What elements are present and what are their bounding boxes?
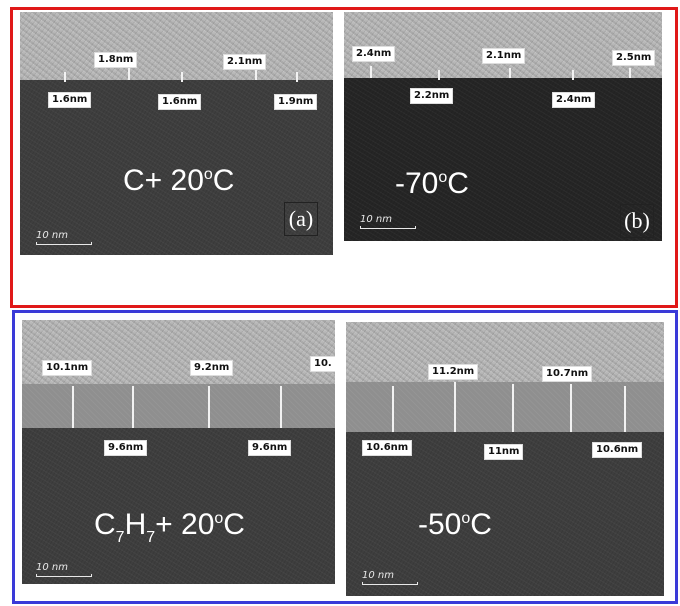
scale-text: 10 nm <box>360 214 392 225</box>
thickness-label: 2.1nm <box>223 54 267 70</box>
condition-text: + 20 <box>155 508 215 541</box>
condition-text: C+ 20 <box>123 164 204 197</box>
thickness-marker <box>128 66 130 80</box>
tem-panel-d: 11.2nm 10.7nm 10.6nm 11nm 10.6nm -50oC 1… <box>346 322 664 596</box>
scale-bar: 10 nm <box>362 570 418 585</box>
thickness-label: 11nm <box>484 444 524 460</box>
top-group-frame <box>10 7 678 308</box>
thickness-marker <box>132 386 134 428</box>
thickness-label: 9.2nm <box>190 360 234 376</box>
thickness-label: 1.6nm <box>48 92 92 108</box>
scale-bar: 10 nm <box>360 214 416 229</box>
thickness-marker <box>392 386 394 432</box>
panel-letter: (b) <box>620 204 654 238</box>
condition-text: -70 <box>395 167 439 200</box>
tem-panel-b: 2.4nm 2.1nm 2.5nm 2.2nm 2.4nm -70oC (b) … <box>344 12 662 241</box>
thickness-marker <box>438 70 440 80</box>
amorphous-layer <box>344 12 662 78</box>
unit-text: C <box>212 164 235 197</box>
formula-subscript: 7 <box>146 529 156 546</box>
thickness-marker <box>629 68 631 78</box>
condition-label: -70oC <box>395 167 469 201</box>
damaged-layer <box>22 384 335 428</box>
thickness-label: 2.2nm <box>410 88 454 104</box>
condition-text: -50 <box>418 508 462 541</box>
formula-hydrogen: H <box>124 508 147 541</box>
thickness-label: 1.8nm <box>94 52 138 68</box>
thickness-label: 2.1nm <box>482 48 526 64</box>
thickness-marker <box>454 382 456 432</box>
degree-symbol: o <box>461 510 471 527</box>
amorphous-layer <box>346 322 664 382</box>
thickness-marker <box>570 384 572 432</box>
scale-text: 10 nm <box>362 570 394 581</box>
unit-text: C <box>223 508 245 541</box>
condition-label: C7H7+ 20oC <box>94 508 245 546</box>
thickness-label: 10.1nm <box>42 360 93 376</box>
substrate-layer <box>344 78 662 241</box>
unit-text: C <box>447 167 469 200</box>
bottom-group-frame <box>12 310 678 604</box>
thickness-marker <box>296 72 298 82</box>
thickness-marker <box>572 70 574 80</box>
thickness-label: 9.6nm <box>104 440 148 456</box>
amorphous-layer <box>20 12 333 80</box>
thickness-label: 9.6nm <box>248 440 292 456</box>
formula-subscript: 7 <box>115 529 125 546</box>
degree-symbol: o <box>214 510 224 527</box>
thickness-marker <box>370 66 372 78</box>
thickness-marker <box>280 386 282 428</box>
thickness-label: 1.6nm <box>158 94 202 110</box>
thickness-label: 10. <box>310 356 335 372</box>
thickness-marker <box>64 72 66 82</box>
thickness-marker <box>509 68 511 78</box>
thickness-marker <box>255 68 257 80</box>
degree-symbol: o <box>203 166 213 183</box>
thickness-marker <box>512 384 514 432</box>
thickness-marker <box>624 386 626 432</box>
scale-bar: 10 nm <box>36 230 92 245</box>
thickness-label: 2.4nm <box>552 92 596 108</box>
thickness-label: 10.6nm <box>592 442 643 458</box>
thickness-label: 10.6nm <box>362 440 413 456</box>
thickness-label: 1.9nm <box>274 94 318 110</box>
thickness-label: 2.5nm <box>612 50 656 66</box>
tem-panel-c: 10.1nm 9.2nm 10. 9.6nm 9.6nm C7H7+ 20oC … <box>22 320 335 584</box>
tem-panel-a: 1.8nm 2.1nm 1.6nm 1.6nm 1.9nm C+ 20oC (a… <box>20 12 333 255</box>
panel-letter: (a) <box>284 202 318 236</box>
scale-text: 10 nm <box>36 230 68 241</box>
scale-text: 10 nm <box>36 562 68 573</box>
degree-symbol: o <box>438 169 448 186</box>
condition-label: -50oC <box>418 508 492 542</box>
damaged-layer <box>346 382 664 432</box>
condition-label: C+ 20oC <box>123 164 234 198</box>
formula-carbon: C <box>94 508 116 541</box>
thickness-label: 11.2nm <box>428 364 479 380</box>
thickness-label: 2.4nm <box>352 46 396 62</box>
scale-bar: 10 nm <box>36 562 92 577</box>
thickness-marker <box>208 386 210 428</box>
unit-text: C <box>470 508 492 541</box>
thickness-label: 10.7nm <box>542 366 593 382</box>
thickness-marker <box>72 386 74 428</box>
thickness-marker <box>181 72 183 82</box>
